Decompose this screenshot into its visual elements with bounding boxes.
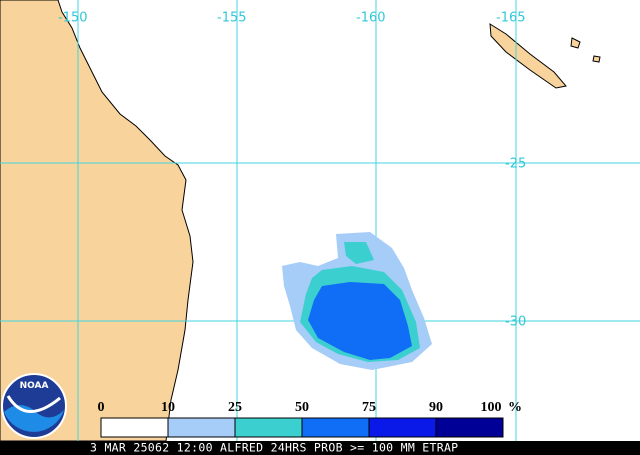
legend-label: 10: [161, 400, 175, 415]
legend-swatch: [234, 417, 303, 438]
lon-label: -160: [356, 11, 386, 26]
legend-unit: %: [508, 400, 522, 415]
noaa-logo: NOAA: [1, 373, 67, 439]
land: [0, 0, 194, 442]
lat-label: -30: [505, 315, 526, 330]
island: [592, 55, 601, 63]
footer-text: 3 MAR 25062 12:00 ALFRED 24HRS PROB >= 1…: [90, 441, 458, 455]
legend-swatch: [435, 417, 504, 438]
legend-swatch: [368, 417, 437, 438]
logo-text: NOAA: [20, 381, 49, 391]
island: [570, 37, 581, 49]
lat-label: -25: [505, 157, 526, 172]
lon-label: -155: [217, 11, 247, 26]
rain-area: [344, 242, 374, 264]
island: [489, 23, 567, 89]
legend-swatch: [100, 417, 169, 438]
legend-label: 100: [481, 400, 502, 415]
rain-area: [308, 282, 412, 360]
legend-label: 75: [362, 400, 376, 415]
legend-swatch: [301, 417, 370, 438]
graticule: -150 -155 -160 -165 -25 -30: [0, 0, 640, 441]
lon-label: -150: [58, 11, 88, 26]
lon-label: -165: [496, 11, 526, 26]
legend-label: 25: [228, 400, 242, 415]
legend-label: 50: [295, 400, 309, 415]
legend-label: 90: [429, 400, 443, 415]
legend: 0 10 25 50 75 90 100%: [98, 400, 522, 438]
footer-bar: [0, 441, 640, 455]
legend-swatch: [167, 417, 236, 438]
legend-label: 0: [98, 400, 105, 415]
